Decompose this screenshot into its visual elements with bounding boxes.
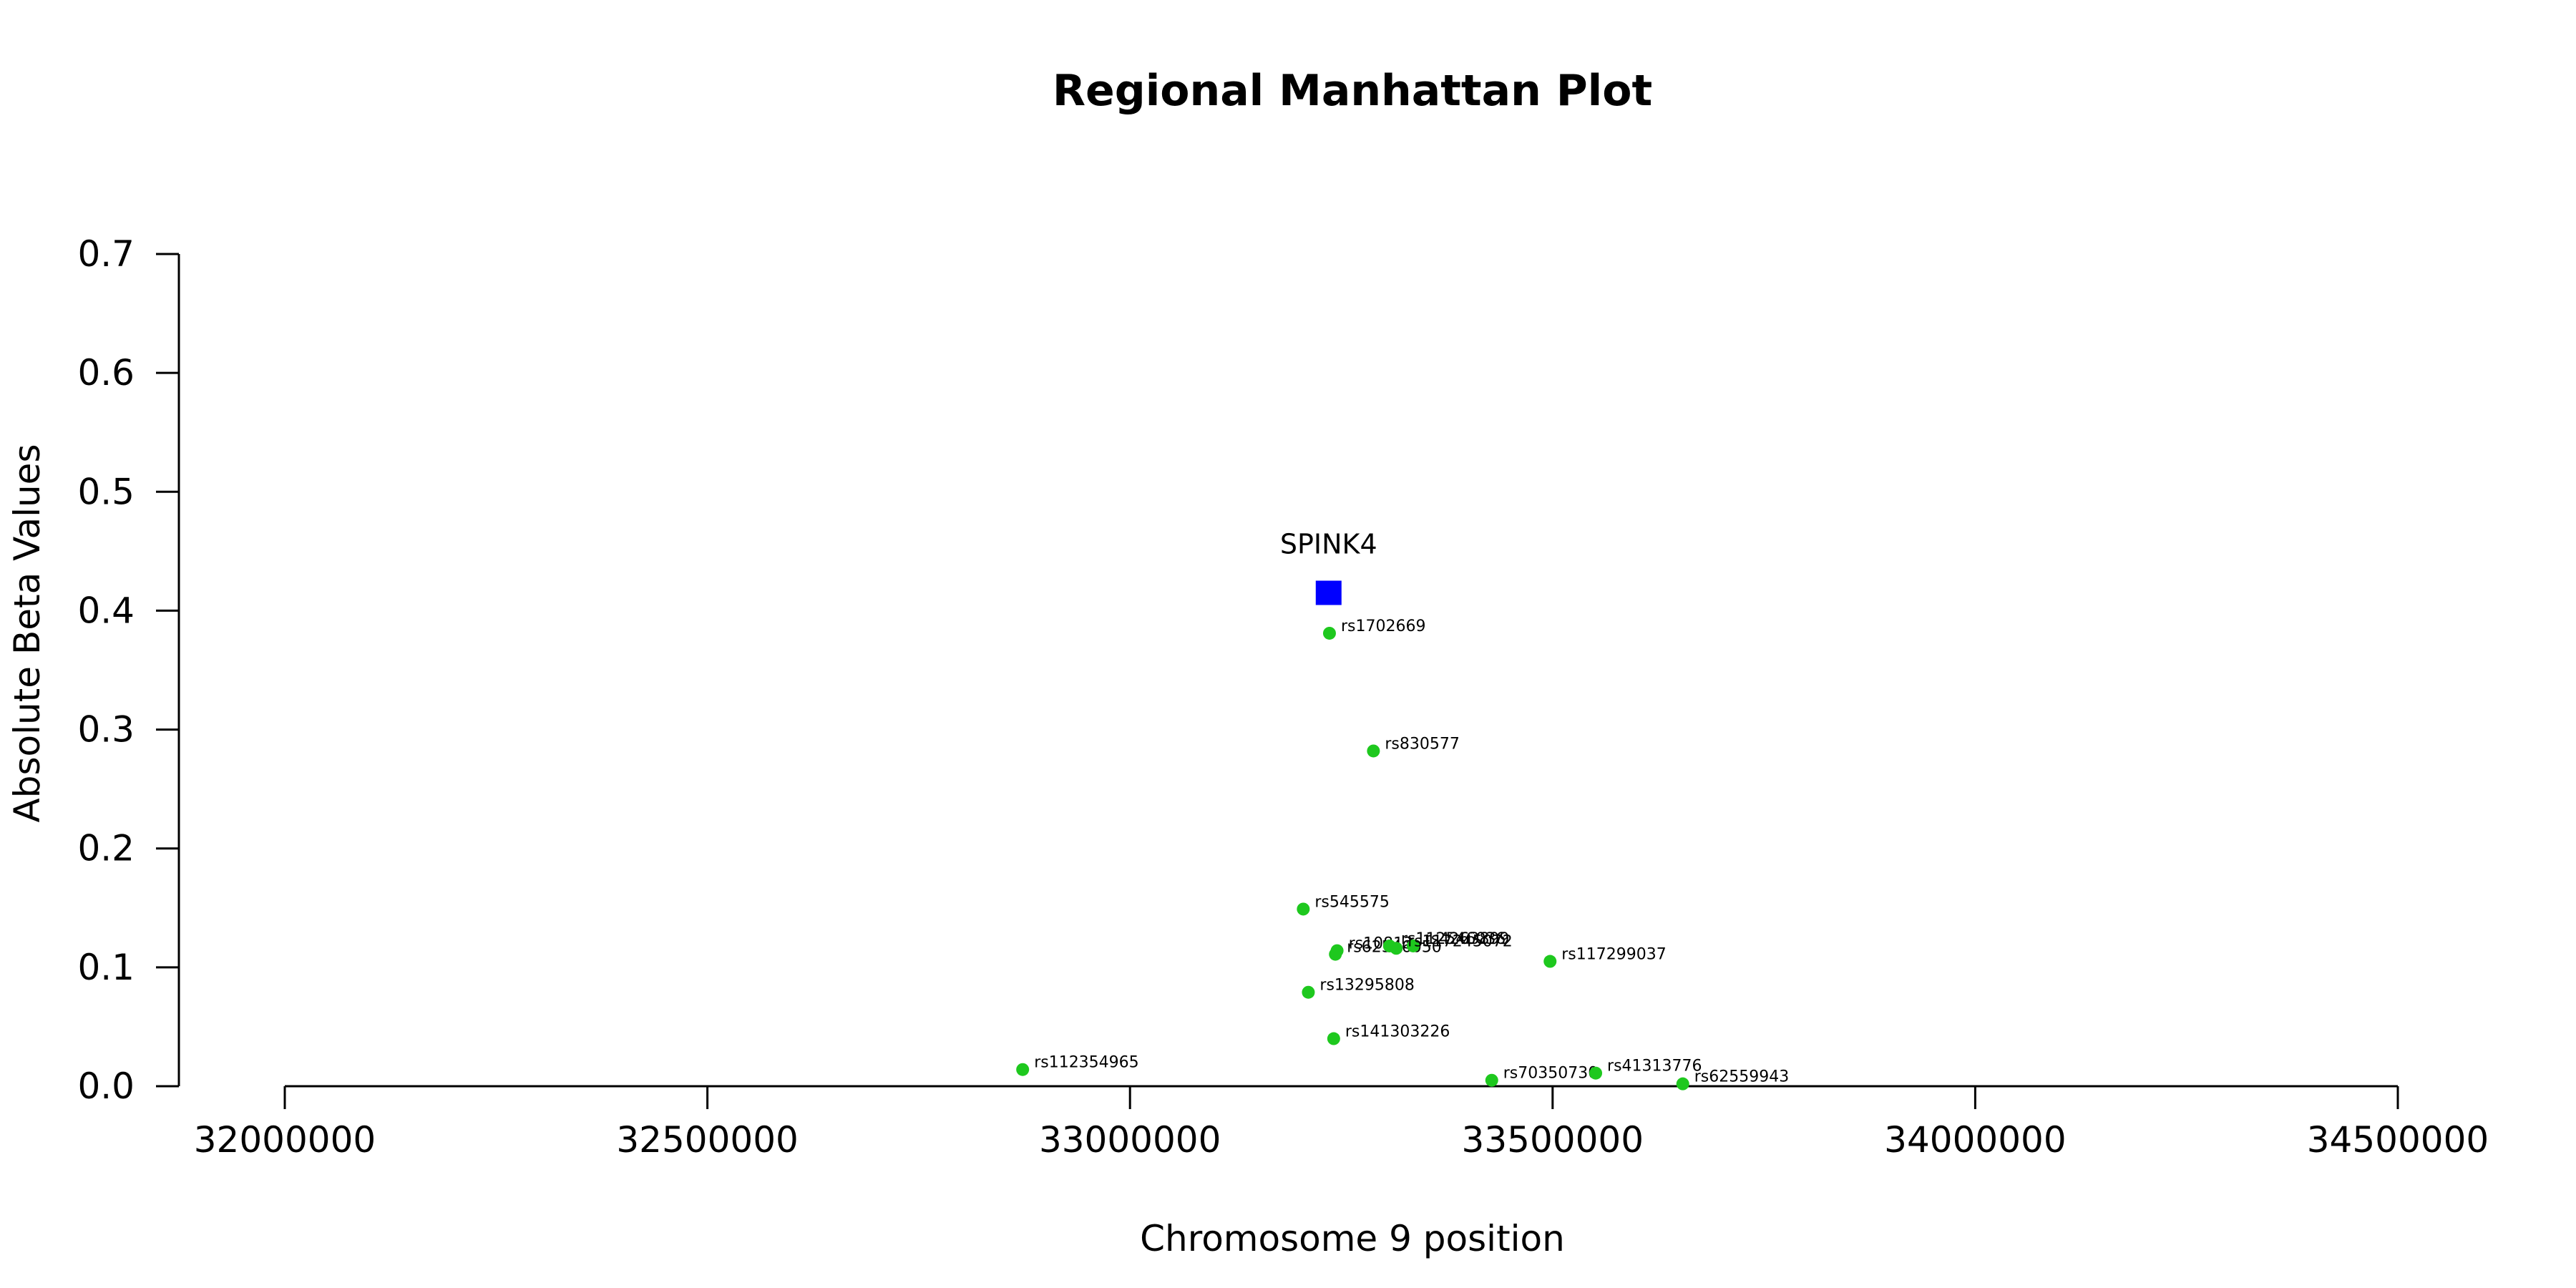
y-tick-label: 0.6: [77, 352, 135, 394]
snp-label: rs13295808: [1319, 977, 1414, 995]
x-tick-label: 33500000: [1462, 1119, 1644, 1161]
axes: 0.0 0.1 0.2 0.3 0.4 0.5 0.6 0.7 32000000 32500000…: [77, 233, 2489, 1161]
chart-title: Regional Manhattan Plot: [1053, 66, 1652, 116]
y-axis-label: Absolute Beta Values: [6, 444, 48, 823]
snp-point: [1485, 1073, 1498, 1087]
snp-label: rs4263899: [1425, 930, 1509, 948]
snp-point: [1330, 944, 1344, 957]
snp-label: rs545575: [1314, 893, 1390, 911]
x-tick-label: 32000000: [194, 1119, 376, 1161]
y-tick-label: 0.1: [77, 947, 135, 988]
y-tick-label: 0.4: [77, 590, 135, 631]
x-tick-label: 34500000: [2307, 1119, 2489, 1161]
snp-label: rs112354965: [1034, 1054, 1138, 1072]
snp-point: [1302, 985, 1315, 999]
snp-label: rs62559943: [1694, 1068, 1789, 1086]
snp-point: [1406, 939, 1420, 952]
snp-point: [1016, 1063, 1030, 1076]
snp-point: [1322, 626, 1336, 640]
y-tick-label: 0.5: [77, 471, 135, 512]
gene-marker: [1315, 580, 1342, 605]
snp-label: rs1702669: [1341, 618, 1426, 635]
snp-label: rs117245072: [1407, 932, 1512, 950]
snp-label: rs41313776: [1607, 1058, 1702, 1075]
x-tick-label: 32500000: [616, 1119, 799, 1161]
x-tick-label: 33000000: [1039, 1119, 1221, 1161]
snp-point: [1543, 955, 1557, 968]
x-tick-label: 34000000: [1884, 1119, 2067, 1161]
y-tick-label: 0.2: [77, 828, 135, 869]
snp-label: rs70350730: [1503, 1065, 1598, 1083]
snp-point: [1367, 744, 1380, 758]
snp-point: [1327, 1032, 1340, 1045]
y-tick-label: 0.7: [77, 233, 135, 275]
snp-label: rs141303226: [1345, 1023, 1450, 1041]
snp-label: rs830577: [1385, 735, 1460, 753]
x-axis-label: Chromosome 9 position: [1140, 1218, 1565, 1259]
snp-label: rs117299037: [1561, 946, 1666, 964]
y-tick-label: 0.0: [77, 1065, 135, 1107]
snp-point: [1676, 1077, 1689, 1091]
snp-point: [1297, 902, 1310, 916]
gene-label: SPINK4: [1280, 529, 1377, 560]
y-tick-label: 0.3: [77, 709, 135, 751]
data-points: rs1702669 rs830577 rs545575 rs117299037 rs62…: [1016, 529, 1789, 1091]
snp-point: [1589, 1066, 1603, 1080]
snp-point: [1390, 942, 1403, 955]
